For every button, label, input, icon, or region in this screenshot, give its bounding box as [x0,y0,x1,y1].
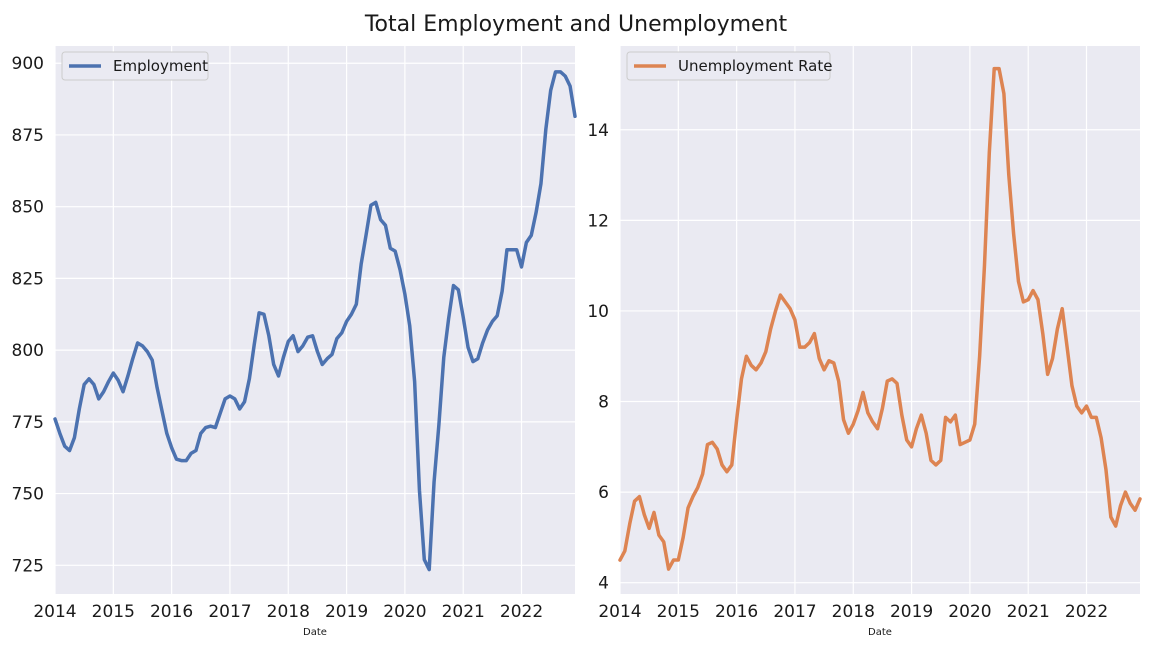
y-tick-label: 800 [12,341,44,361]
y-tick-label: 875 [12,126,44,146]
y-tick-label: 8 [598,393,609,413]
y-tick-label: 900 [12,54,44,74]
x-tick-label: 2016 [150,602,193,622]
y-tick-label: 775 [12,413,44,433]
x-tick-label: 2015 [657,602,700,622]
y-tick-label: 725 [12,556,44,576]
y-tick-label: 14 [587,121,609,141]
legend-label: Employment [113,57,208,75]
legend: Employment [61,51,209,81]
x-tick-label: 2014 [598,602,641,622]
x-tick-label: 2016 [715,602,758,622]
x-tick-label: 2019 [890,602,933,622]
x-tick-label: 2014 [33,602,76,622]
plot-area [620,46,1140,594]
series-line-unemployment [618,66,1142,571]
y-tick-label: 825 [12,269,44,289]
legend-label: Unemployment Rate [678,57,832,75]
x-tick-label: 2022 [500,602,543,622]
x-tick-label: 2018 [267,602,310,622]
x-tick-label: 2017 [208,602,251,622]
y-tick-label: 4 [598,574,609,594]
y-tick-label: 12 [587,211,609,231]
series-line-employment [53,70,577,572]
y-tick-label: 6 [598,483,609,503]
legend-box [61,51,209,81]
x-axis-label: Date [303,627,327,638]
y-tick-label: 850 [12,198,44,218]
x-tick-label: 2015 [92,602,135,622]
x-tick-label: 2017 [773,602,816,622]
x-tick-label: 2021 [1007,602,1050,622]
plot-area [55,46,575,594]
legend-box [626,51,831,81]
x-tick-label: 2020 [948,602,991,622]
x-axis-label: Date [868,627,892,638]
unemployment-panel: 2014 2015 2016 2017 2018 2019 2020 2021 2022 4 6 8 1… [587,46,1142,638]
x-tick-label: 2019 [325,602,368,622]
chart-title: Total Employment and Unemployment [364,12,788,37]
x-tick-label: 2020 [383,602,426,622]
x-tick-label: 2022 [1065,602,1108,622]
x-tick-label: 2018 [832,602,875,622]
legend: Unemployment Rate [626,51,832,81]
employment-panel: 2014 2015 2016 2017 2018 2019 2020 2021 2022 725 7… [12,46,577,638]
y-tick-label: 750 [12,485,44,505]
y-tick-label: 10 [587,302,609,322]
x-tick-label: 2021 [442,602,485,622]
